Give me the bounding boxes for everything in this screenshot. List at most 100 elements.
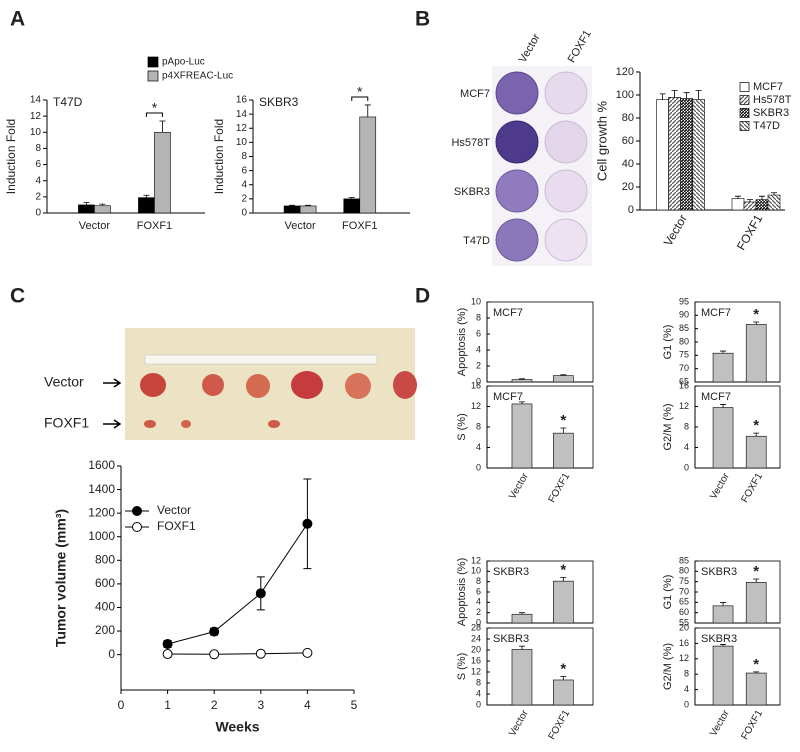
error-bar bbox=[720, 404, 727, 408]
well bbox=[495, 218, 539, 262]
y-tick-label: 0 bbox=[476, 376, 481, 386]
y-tick-label: 70 bbox=[679, 363, 689, 373]
chart-annotation: T47D bbox=[53, 95, 83, 109]
y-tick-label: 0 bbox=[35, 208, 41, 219]
x-tick-label: Vector bbox=[507, 471, 531, 502]
data-point bbox=[162, 649, 173, 660]
y-tick-label: 0 bbox=[684, 699, 689, 709]
y-tick-label: 10 bbox=[471, 296, 481, 306]
data-point bbox=[255, 648, 266, 659]
y-tick-label: 80 bbox=[679, 336, 689, 346]
y-tick-label: 4 bbox=[476, 344, 481, 354]
significance-mark: * bbox=[152, 100, 158, 116]
y-tick-label: 8 bbox=[476, 677, 481, 687]
error-bar bbox=[753, 432, 760, 437]
y-axis-label: G1 (%) bbox=[662, 575, 674, 610]
legend-label: pApo-Luc bbox=[162, 57, 205, 68]
legend-label: T47D bbox=[753, 120, 780, 132]
bar bbox=[343, 198, 361, 214]
error-bar bbox=[747, 199, 753, 202]
x-tick-label: FOXF1 bbox=[739, 708, 765, 742]
x-tick-label: FOXF1 bbox=[739, 471, 765, 505]
data-point bbox=[255, 588, 266, 599]
chart-annotation: SKBR3 bbox=[701, 633, 737, 645]
bar bbox=[553, 679, 574, 706]
photo-column-label: Vector bbox=[517, 32, 543, 65]
y-tick-label: 1600 bbox=[88, 458, 115, 472]
bar bbox=[745, 672, 767, 706]
y-tick-label: 4 bbox=[476, 442, 481, 452]
y-tick-label: 600 bbox=[95, 576, 115, 590]
tumor-photo bbox=[125, 328, 417, 440]
y-axis-label: S (%) bbox=[456, 413, 468, 441]
well bbox=[544, 218, 588, 262]
x-tick-label: FOXF1 bbox=[547, 471, 573, 505]
y-tick-label: 0 bbox=[108, 647, 115, 661]
photo-row-label: SKBR3 bbox=[454, 186, 490, 198]
x-tick-label: Vector bbox=[79, 220, 111, 232]
bar bbox=[712, 352, 734, 383]
panel-label: D bbox=[415, 285, 430, 308]
bar bbox=[283, 205, 301, 214]
tumor bbox=[393, 371, 417, 399]
error-bar bbox=[518, 378, 525, 380]
y-tick-label: 400 bbox=[95, 600, 115, 614]
error-bar bbox=[753, 578, 760, 583]
error-bar bbox=[759, 195, 765, 200]
bar bbox=[743, 201, 757, 211]
bar bbox=[511, 649, 533, 706]
error-bar bbox=[518, 645, 525, 650]
y-tick-label: 2 bbox=[35, 191, 41, 202]
error-bar bbox=[695, 90, 702, 100]
bar bbox=[553, 432, 574, 469]
panel-label: A bbox=[10, 8, 25, 31]
bar bbox=[511, 379, 533, 383]
y-tick-label: 24 bbox=[471, 633, 481, 643]
y-tick-label: 0 bbox=[476, 617, 481, 627]
legend-swatch bbox=[739, 95, 750, 105]
y-tick-label: 90 bbox=[679, 310, 689, 320]
bar bbox=[692, 99, 705, 211]
error-bar bbox=[143, 194, 150, 198]
significance-bracket bbox=[145, 112, 163, 117]
y-tick-label: 16 bbox=[679, 380, 689, 390]
y-axis-label: Induction Fold bbox=[212, 119, 226, 194]
y-tick-label: 20 bbox=[622, 181, 634, 193]
legend-swatch bbox=[739, 108, 750, 118]
y-tick-label: 75 bbox=[679, 350, 689, 360]
chart-annotation: SKBR3 bbox=[493, 633, 529, 645]
x-tick-label: FOXF1 bbox=[734, 212, 766, 253]
x-tick-label: 3 bbox=[257, 698, 264, 712]
significance-bracket bbox=[351, 96, 369, 101]
error-bar bbox=[771, 192, 777, 196]
significance-mark: * bbox=[560, 412, 566, 429]
chart-annotation: MCF7 bbox=[701, 391, 731, 403]
chart-annotation: MCF7 bbox=[701, 307, 731, 319]
bar bbox=[755, 199, 769, 211]
y-tick-label: 14 bbox=[236, 109, 248, 120]
x-tick-label: 1 bbox=[164, 698, 171, 712]
y-tick-label: 8 bbox=[476, 576, 481, 586]
error-bar bbox=[560, 427, 567, 434]
y-tick-label: 4 bbox=[684, 684, 689, 694]
y-tick-label: 75 bbox=[679, 576, 689, 586]
bar bbox=[680, 98, 693, 211]
y-tick-label: 0 bbox=[241, 208, 247, 219]
y-tick-label: 6 bbox=[35, 159, 41, 170]
chart-annotation: MCF7 bbox=[493, 391, 523, 403]
bar bbox=[511, 613, 533, 624]
y-tick-label: 4 bbox=[476, 597, 481, 607]
y-tick-label: 12 bbox=[471, 666, 481, 676]
error-bar bbox=[659, 93, 666, 100]
error-bar bbox=[348, 197, 355, 199]
x-tick-label: FOXF1 bbox=[137, 220, 172, 232]
x-tick-label: 4 bbox=[304, 698, 311, 712]
y-axis-label: G2/M (%) bbox=[662, 403, 674, 450]
bar bbox=[668, 97, 681, 211]
photo-column-label: FOXF1 bbox=[566, 28, 594, 65]
y-axis-label: Apoptosis (%) bbox=[456, 308, 468, 376]
significance-mark: * bbox=[560, 562, 566, 579]
y-tick-label: 0 bbox=[684, 462, 689, 472]
arrow bbox=[103, 378, 122, 388]
